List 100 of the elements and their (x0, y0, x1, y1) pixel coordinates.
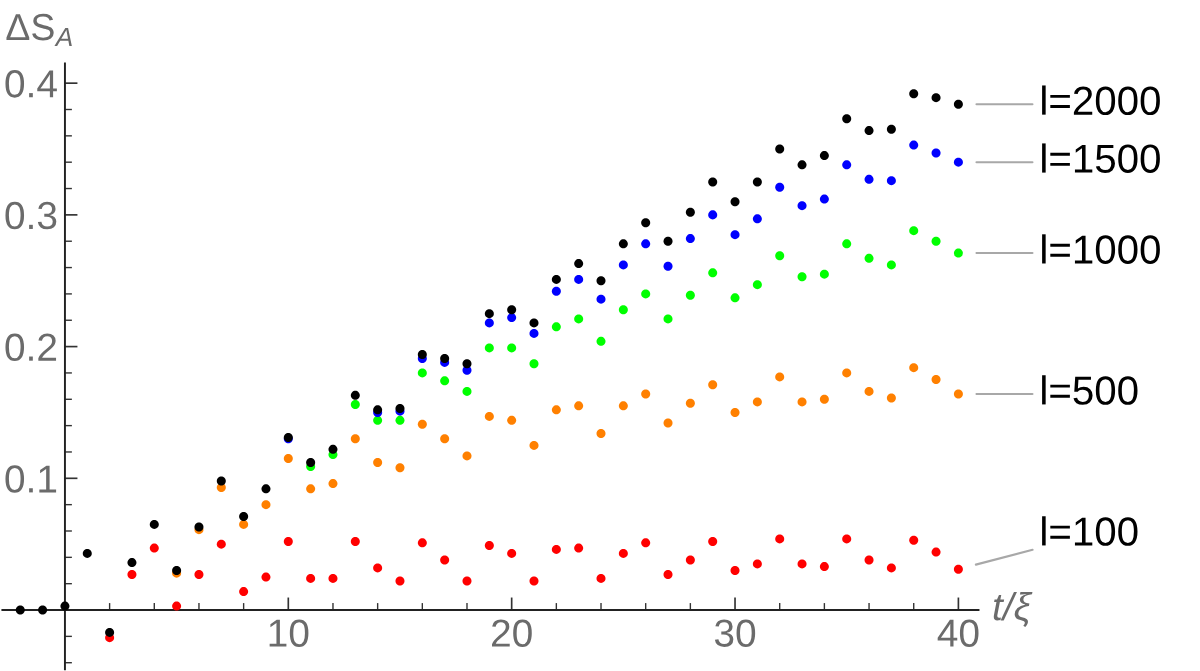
point (239, 587, 249, 597)
point (931, 148, 941, 158)
point (953, 99, 963, 109)
point (574, 259, 584, 269)
point (819, 269, 829, 279)
point (507, 415, 517, 425)
point (484, 411, 494, 421)
point (440, 376, 450, 386)
point (127, 558, 137, 568)
point (507, 548, 517, 558)
point (462, 451, 472, 461)
point (641, 389, 651, 399)
point (886, 124, 896, 134)
point (842, 239, 852, 249)
point (283, 454, 293, 464)
point (395, 576, 405, 586)
point (708, 177, 718, 187)
point (842, 368, 852, 378)
point (328, 479, 338, 489)
point (417, 419, 427, 429)
point (708, 210, 718, 220)
point (462, 359, 472, 369)
point (730, 293, 740, 303)
point (641, 218, 651, 228)
x-tick-label: 30 (714, 619, 756, 647)
point (484, 309, 494, 319)
point (663, 569, 673, 579)
point (685, 207, 695, 217)
y-axis-title: ΔS$_{A}$ (6, 13, 72, 46)
point (618, 305, 628, 315)
point (819, 394, 829, 404)
x-axis-title: t/ξ (993, 591, 1033, 628)
point (194, 569, 204, 579)
point (239, 512, 249, 522)
point (752, 397, 762, 407)
point (618, 548, 628, 558)
text: l=100 (1042, 516, 1138, 546)
point (596, 294, 606, 304)
point (596, 573, 606, 583)
point (663, 236, 673, 246)
y-tick-label: 0.1 (5, 465, 57, 493)
point (641, 289, 651, 299)
point (797, 201, 807, 211)
point (529, 328, 539, 338)
point (797, 397, 807, 407)
x-tick-label: 20 (492, 619, 532, 647)
point (417, 538, 427, 548)
point (462, 576, 472, 586)
point (328, 573, 338, 583)
point (216, 539, 226, 549)
point (909, 140, 919, 150)
point (909, 226, 919, 236)
point (574, 543, 584, 553)
series-label: l=1500 (1042, 143, 1160, 173)
point (596, 276, 606, 286)
series-label: l=500 (1042, 375, 1138, 405)
point (663, 261, 673, 271)
point (886, 393, 896, 403)
point (507, 305, 517, 315)
point (373, 415, 383, 425)
point (551, 274, 561, 284)
point (618, 239, 628, 249)
point (551, 286, 561, 296)
point (730, 230, 740, 240)
point (842, 534, 852, 544)
point (172, 601, 182, 611)
point (909, 363, 919, 373)
point (931, 375, 941, 385)
point (440, 555, 450, 565)
point (775, 534, 785, 544)
point (708, 268, 718, 278)
point (529, 440, 539, 450)
point (909, 89, 919, 99)
point (618, 401, 628, 411)
point (306, 458, 316, 467)
point (149, 519, 159, 529)
point (596, 336, 606, 346)
point (819, 194, 829, 204)
series-label: l=1000 (1042, 234, 1160, 264)
point (842, 160, 852, 170)
point (931, 547, 941, 557)
point (663, 418, 673, 428)
y-tick-label: 0.4 (5, 70, 57, 98)
point (440, 434, 450, 444)
point (306, 573, 316, 583)
point (864, 174, 874, 184)
point (529, 359, 539, 369)
point (149, 543, 159, 553)
point (551, 405, 561, 415)
point (819, 562, 829, 572)
point (261, 572, 271, 582)
point (864, 253, 874, 263)
point (484, 318, 494, 328)
point (38, 605, 48, 615)
point (864, 555, 874, 565)
point (105, 627, 115, 637)
point (551, 544, 561, 554)
point (261, 500, 271, 510)
point (574, 401, 584, 411)
point (953, 157, 963, 167)
